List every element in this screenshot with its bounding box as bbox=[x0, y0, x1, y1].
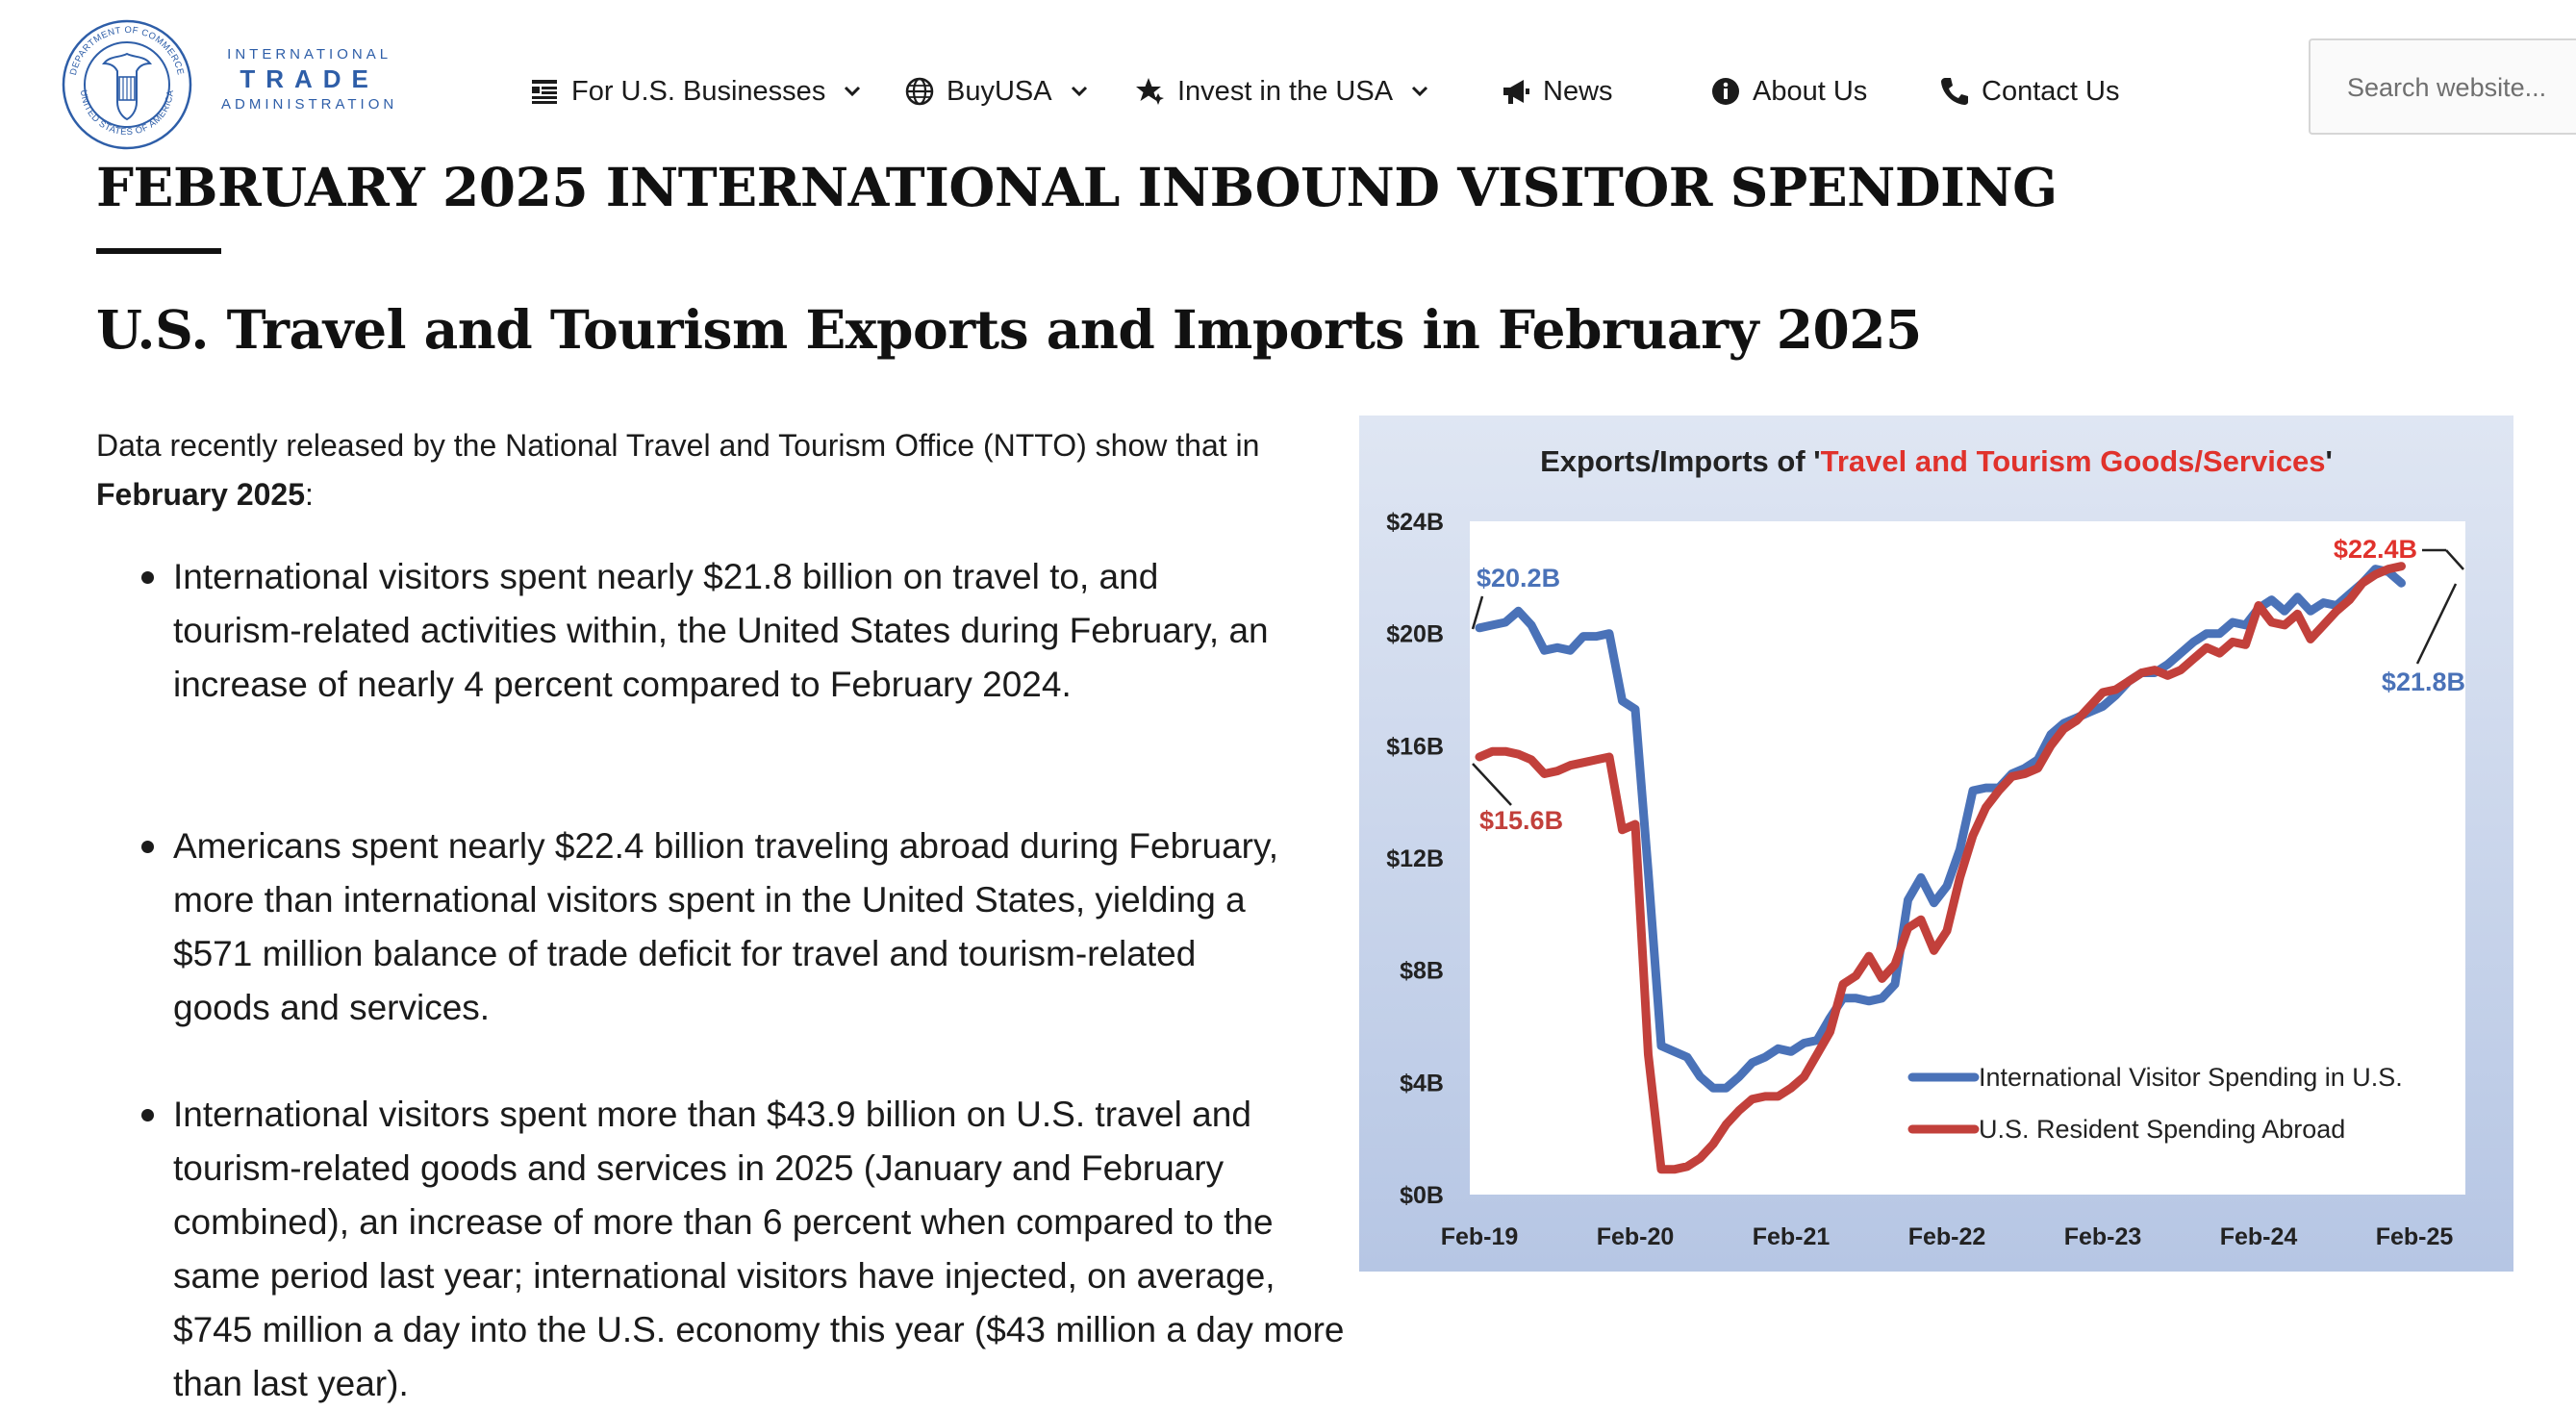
list-item: International visitors spent more than $… bbox=[141, 1088, 1351, 1411]
x-tick-label: Feb-25 bbox=[2376, 1223, 2454, 1250]
search-input[interactable]: Search website... bbox=[2309, 38, 2576, 135]
phone-icon bbox=[1941, 78, 1968, 105]
annotation-leader bbox=[1471, 595, 1484, 630]
annotation-start-blue: $20.2B bbox=[1477, 564, 1560, 592]
nav-news[interactable]: News bbox=[1501, 75, 1613, 108]
x-tick-label: Feb-19 bbox=[1441, 1223, 1519, 1250]
annotation-start-red: $15.6B bbox=[1479, 806, 1563, 835]
nav-invest-in-the-usa[interactable]: Invest in the USA bbox=[1135, 75, 1429, 108]
commerce-seal-icon: DEPARTMENT OF COMMERCE UNITED STATES OF … bbox=[62, 19, 192, 150]
legend-label: International Visitor Spending in U.S. bbox=[1979, 1063, 2403, 1092]
intro-paragraph: Data recently released by the National T… bbox=[96, 421, 1308, 519]
nav-buyusa[interactable]: BuyUSA bbox=[904, 75, 1089, 108]
chevron-down-icon bbox=[1412, 86, 1428, 97]
list-item-text: International visitors spent more than $… bbox=[173, 1095, 1345, 1403]
intro-bold-date: February 2025 bbox=[96, 477, 306, 512]
page-title: FEBRUARY 2025 INTERNATIONAL INBOUND VISI… bbox=[96, 156, 2058, 218]
y-tick-label: $20B bbox=[1386, 621, 1444, 648]
intro-colon: : bbox=[305, 477, 314, 512]
x-tick-label: Feb-23 bbox=[2064, 1223, 2142, 1250]
list-item: Americans spent nearly $22.4 billion tra… bbox=[141, 819, 1279, 1035]
travel-tourism-chart: Exports/Imports of 'Travel and Tourism G… bbox=[1359, 416, 2513, 1272]
chevron-down-icon bbox=[1071, 86, 1087, 97]
chart-series bbox=[1475, 562, 2406, 1174]
bullet-icon bbox=[141, 841, 154, 853]
list-item: International visitors spent nearly $21.… bbox=[141, 550, 1279, 712]
agency-wordmark: INTERNATIONAL TRADE ADMINISTRATION bbox=[221, 46, 397, 113]
nav-label: BuyUSA bbox=[947, 75, 1052, 107]
bullet-icon bbox=[141, 1109, 154, 1121]
annotation-leader bbox=[2445, 549, 2464, 570]
chart-title-suffix: ' bbox=[2326, 444, 2333, 478]
nav-label: About Us bbox=[1753, 75, 1868, 107]
bullet-icon bbox=[141, 571, 154, 584]
star-icon bbox=[1136, 78, 1164, 105]
wordmark-line3: ADMINISTRATION bbox=[221, 96, 398, 113]
legend-label: U.S. Resident Spending Abroad bbox=[1979, 1115, 2345, 1144]
series-line-international-visitors bbox=[1475, 565, 2406, 1093]
y-tick-label: $4B bbox=[1400, 1070, 1444, 1096]
list-item-text: Americans spent nearly $22.4 billion tra… bbox=[173, 826, 1279, 1027]
annotation-leader bbox=[1472, 763, 1512, 806]
y-axis: $0B $4B $8B $12B $16B $20B $24B bbox=[1386, 509, 1444, 1209]
section-heading: U.S. Travel and Tourism Exports and Impo… bbox=[96, 298, 1922, 361]
x-tick-label: Feb-21 bbox=[1753, 1223, 1831, 1250]
series-line-us-residents bbox=[1475, 562, 2406, 1174]
nav-label: For U.S. Businesses bbox=[571, 75, 826, 107]
nav-label: Invest in the USA bbox=[1177, 75, 1394, 107]
chart-legend: International Visitor Spending in U.S. U.… bbox=[1907, 1063, 2403, 1144]
chart-title: Exports/Imports of 'Travel and Tourism G… bbox=[1540, 444, 2333, 478]
intro-text: Data recently released by the National T… bbox=[96, 428, 1260, 463]
list-icon bbox=[532, 80, 557, 104]
list-item-text: International visitors spent nearly $21.… bbox=[173, 557, 1269, 704]
wordmark-line2: TRADE bbox=[240, 64, 379, 93]
list-item-text-wrap: International visitors spent more than $… bbox=[173, 1095, 1345, 1403]
y-tick-label: $24B bbox=[1386, 509, 1444, 536]
nav-label: Contact Us bbox=[1982, 75, 2120, 107]
nav-label: News bbox=[1543, 75, 1613, 107]
x-tick-label: Feb-24 bbox=[2220, 1223, 2298, 1250]
wordmark-line1: INTERNATIONAL bbox=[227, 46, 392, 63]
chart-title-prefix: Exports/Imports of ' bbox=[1540, 444, 1821, 478]
x-tick-label: Feb-20 bbox=[1597, 1223, 1675, 1250]
y-tick-label: $16B bbox=[1386, 733, 1444, 760]
y-tick-label: $0B bbox=[1400, 1182, 1444, 1209]
nav-about-us[interactable]: About Us bbox=[1710, 75, 1867, 108]
x-axis: Feb-19 Feb-20 Feb-21 Feb-22 Feb-23 Feb-24 Feb-… bbox=[1441, 1223, 2454, 1250]
annotation-leader bbox=[2415, 583, 2458, 665]
y-tick-label: $8B bbox=[1400, 958, 1444, 985]
annotation-end-red: $22.4B bbox=[2334, 535, 2417, 564]
y-tick-label: $12B bbox=[1386, 845, 1444, 872]
globe-icon bbox=[905, 77, 934, 106]
info-icon bbox=[1712, 78, 1739, 105]
chart-annotations: $20.2B $15.6B $22.4B $21.8B bbox=[1471, 535, 2465, 835]
nav-for-us-businesses[interactable]: For U.S. Businesses bbox=[529, 75, 862, 108]
nav-contact-us[interactable]: Contact Us bbox=[1939, 75, 2119, 108]
chart-title-highlight: Travel and Tourism Goods/Services bbox=[1821, 444, 2326, 478]
title-underline bbox=[96, 248, 221, 254]
svg-text:DEPARTMENT OF COMMERCE: DEPARTMENT OF COMMERCE bbox=[68, 25, 186, 76]
megaphone-icon bbox=[1503, 80, 1529, 104]
x-tick-label: Feb-22 bbox=[1908, 1223, 1986, 1250]
annotation-end-blue: $21.8B bbox=[2382, 668, 2465, 696]
chevron-down-icon bbox=[845, 86, 861, 97]
